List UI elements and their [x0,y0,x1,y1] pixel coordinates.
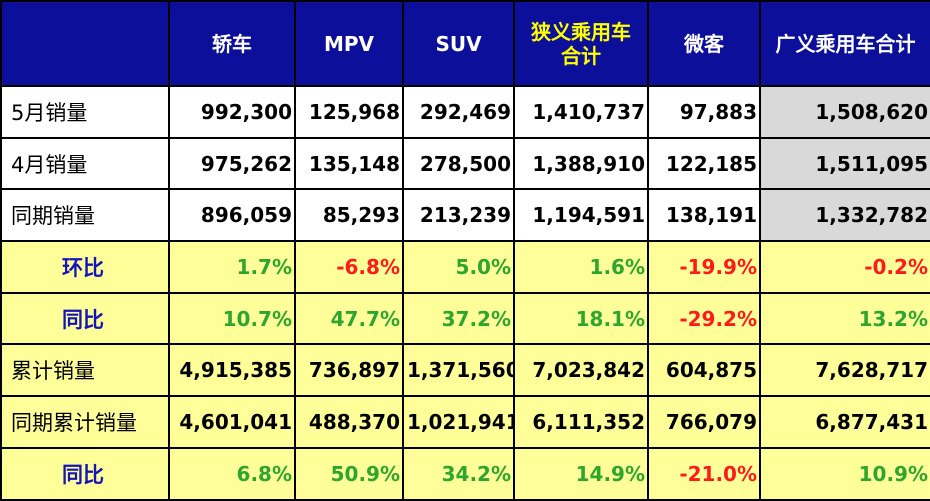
table-cell: 14.9% [513,446,649,501]
table-row: 同比 10.7% 47.7% 37.2% 18.1% -29.2% 13.2% [0,291,930,346]
table-cell: 292,469 [402,85,515,139]
table-cell: -19.9% [647,240,761,294]
row-label: 4月销量 [0,136,170,191]
header-label: SUV [435,31,482,56]
table-cell: 13.2% [759,291,930,346]
row-label: 同比 [0,291,170,346]
table-cell: -29.2% [647,291,761,346]
table-cell: 10.9% [759,446,930,501]
table-cell: 975,262 [168,136,296,191]
table-cell: 488,370 [294,395,404,449]
row-label: 同期销量 [0,188,170,243]
table-cell: 138,191 [647,188,761,243]
header-cell-minivan: 微客 [647,0,761,87]
header-cell-suv: SUV [402,0,515,87]
header-cell-sedan: 轿车 [168,0,296,87]
table-cell: 4,601,041 [168,395,296,449]
table-body: 5月销量 992,300 125,968 292,469 1,410,737 97,883… [0,85,930,501]
table-cell: 213,239 [402,188,515,243]
table-row: 4月销量 975,262 135,148 278,500 1,388,910 122,18… [0,136,930,191]
table-cell: 7,023,842 [513,343,649,398]
table-cell: -0.2% [759,240,930,294]
table-cell: 736,897 [294,343,404,398]
header-row: 轿车 MPV SUV 狭义乘用车 合计 微客 广义乘用车合计 [0,0,930,87]
table-cell: 5.0% [402,240,515,294]
table-cell: 122,185 [647,136,761,191]
table-cell: 1,410,737 [513,85,649,139]
table-cell: 97,883 [647,85,761,139]
table-cell: 1,021,941 [402,395,515,449]
table-cell: 6,111,352 [513,395,649,449]
table-cell: -21.0% [647,446,761,501]
table-cell: 1,511,095 [759,136,930,191]
header-label-line2: 合计 [561,43,601,68]
header-label-line1: 狭义乘用车 [531,19,631,44]
table-cell: 6,877,431 [759,395,930,449]
table-cell: 1,388,910 [513,136,649,191]
header-label: 微客 [684,31,724,56]
table-cell: 37.2% [402,291,515,346]
table-cell: 1,371,560 [402,343,515,398]
table-cell: -6.8% [294,240,404,294]
header-cell-narrow-total: 狭义乘用车 合计 [513,0,649,87]
table-cell: 85,293 [294,188,404,243]
header-cell-broad-total: 广义乘用车合计 [759,0,930,87]
table-row: 环比 1.7% -6.8% 5.0% 1.6% -19.9% -0.2% [0,240,930,294]
table-cell: 1.6% [513,240,649,294]
table-cell: 1,508,620 [759,85,930,139]
row-label: 同期累计销量 [0,395,170,449]
table-row: 累计销量 4,915,385 736,897 1,371,560 7,023,842 60… [0,343,930,398]
row-label: 同比 [0,446,170,501]
table-cell: 992,300 [168,85,296,139]
table-cell: 1,194,591 [513,188,649,243]
table-row: 5月销量 992,300 125,968 292,469 1,410,737 97,883… [0,85,930,139]
table-cell: 4,915,385 [168,343,296,398]
table-cell: 896,059 [168,188,296,243]
table-cell: 1,332,782 [759,188,930,243]
table-cell: 766,079 [647,395,761,449]
table-row: 同期销量 896,059 85,293 213,239 1,194,591 138,191… [0,188,930,243]
table-cell: 125,968 [294,85,404,139]
table-cell: 135,148 [294,136,404,191]
header-label: 轿车 [212,31,252,56]
header-cell-mpv: MPV [294,0,404,87]
table-cell: 10.7% [168,291,296,346]
table-cell: 50.9% [294,446,404,501]
table-cell: 604,875 [647,343,761,398]
table-cell: 34.2% [402,446,515,501]
header-corner-cell [0,0,170,87]
table-cell: 278,500 [402,136,515,191]
header-label: MPV [323,31,375,56]
table-cell: 7,628,717 [759,343,930,398]
row-label: 累计销量 [0,343,170,398]
table-row: 同比 6.8% 50.9% 34.2% 14.9% -21.0% 10.9% [0,446,930,501]
table-row: 同期累计销量 4,601,041 488,370 1,021,941 6,111,352… [0,395,930,449]
row-label: 环比 [0,240,170,294]
row-label: 5月销量 [0,85,170,139]
table-cell: 1.7% [168,240,296,294]
table-cell: 47.7% [294,291,404,346]
table-cell: 6.8% [168,446,296,501]
header-label: 广义乘用车合计 [775,31,916,56]
table-cell: 18.1% [513,291,649,346]
